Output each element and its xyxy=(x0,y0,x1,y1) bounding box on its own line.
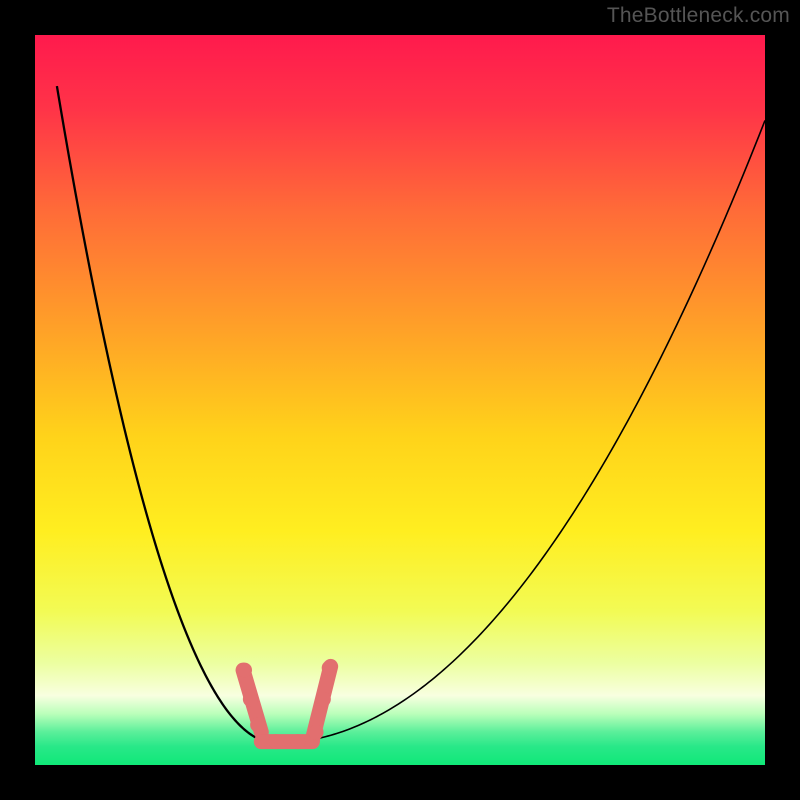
chart-stage: TheBottleneck.com xyxy=(0,0,800,800)
bottleneck-chart xyxy=(0,0,800,800)
plot-gradient-background xyxy=(35,35,765,765)
watermark-text: TheBottleneck.com xyxy=(607,4,790,28)
